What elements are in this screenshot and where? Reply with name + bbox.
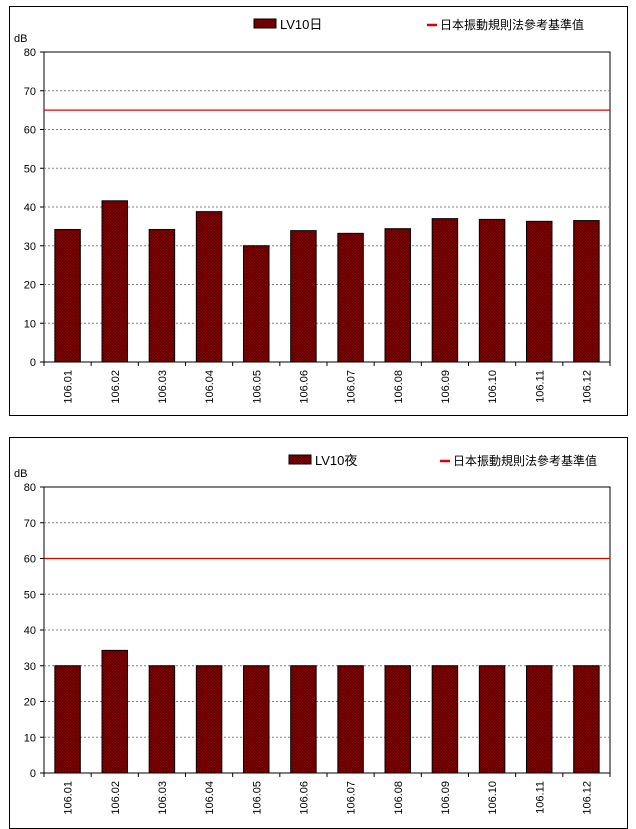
night-bar-106.02 [101,649,128,774]
day-y-tick-label: 10 [24,318,36,330]
night-bar-106.03 [148,665,176,774]
night-x-tick-label: 106.03 [157,781,169,815]
night-y-tick-label: 80 [24,482,36,494]
day-bar-106.07 [337,232,364,363]
day-bar-106.11 [526,220,553,363]
night-bar-106.08 [384,665,411,774]
day-bar-106.10 [478,218,506,363]
night-y-tick-label: 50 [24,589,36,601]
night-bar-106.05 [243,665,270,774]
night-y-tick-label: 30 [24,661,36,673]
night-x-tick-label: 106.12 [581,781,593,815]
day-legend-series-swatch [253,18,277,29]
day-legend-reference-label: 日本振動規則法參考基準值 [440,17,584,32]
night-legend-reference-label: 日本振動規則法參考基準值 [453,453,597,468]
day-x-tick-label: 106.12 [581,370,593,404]
day-y-tick-label: 30 [24,241,36,253]
day-x-tick-label: 106.01 [63,370,75,404]
night-bar-106.07 [337,665,364,774]
day-bar-106.01 [54,228,81,363]
day-x-tick-label: 106.07 [346,370,358,404]
day-y-tick-label: 20 [24,280,36,292]
night-x-tick-label: 106.08 [393,781,405,815]
night-plot-area [43,486,611,774]
night-y-tick-label: 40 [24,625,36,637]
chart-night: 0 10 20 30 40 50 60 70 80 dB 106.01 106.02 106.03 106… [14,453,611,815]
night-x-tick-label: 106.09 [440,781,452,815]
day-bar-106.02 [101,200,128,363]
day-bar-106.04 [195,211,223,363]
day-x-tick-label: 106.06 [298,370,310,404]
day-unit-label: dB [14,33,27,45]
day-legend-series-label: LV10日 [280,17,322,32]
night-x-tick-label: 106.04 [204,781,216,815]
day-y-tick-label: 50 [24,163,36,175]
day-bar-106.08 [384,228,411,363]
night-x-tick-label: 106.02 [110,781,122,815]
night-bar-106.12 [573,665,600,774]
night-legend-series-swatch [288,454,312,465]
day-y-tick-label: 0 [30,357,36,369]
chart-day: 0 10 20 30 40 50 60 70 80 dB 106.01 106.02 106.03 106… [14,17,611,404]
night-y-tick-label: 70 [24,518,36,530]
day-x-tick-label: 106.04 [204,370,216,404]
night-y-tick-label: 20 [24,697,36,709]
night-bar-106.01 [54,665,81,774]
night-x-tick-label: 106.01 [63,781,75,815]
night-y-tick-label: 0 [30,768,36,780]
night-bar-106.04 [195,665,223,774]
day-y-tick-label: 70 [24,86,36,98]
night-unit-label: dB [14,468,27,480]
day-y-tick-label: 40 [24,202,36,214]
day-x-tick-label: 106.09 [440,370,452,404]
day-x-tick-label: 106.11 [534,370,546,403]
day-bar-106.09 [431,218,459,363]
night-x-tick-label: 106.10 [487,781,499,815]
day-x-tick-label: 106.03 [157,370,169,404]
night-y-tick-label: 60 [24,554,36,566]
night-x-tick-label: 106.05 [251,781,263,815]
night-bar-106.10 [478,665,506,774]
day-x-tick-label: 106.05 [251,370,263,404]
day-plot-area [43,51,611,363]
day-bar-106.12 [573,220,600,363]
night-y-tick-label: 10 [24,732,36,744]
day-y-tick-label: 60 [24,125,36,137]
night-x-tick-label: 106.06 [298,781,310,815]
night-bar-106.11 [526,665,553,774]
day-bar-106.05 [243,245,270,363]
night-x-tick-label: 106.07 [346,781,358,815]
chart-day-panel: 0 10 20 30 40 50 60 70 80 dB 106.01 106.02 106.03 106… [9,6,628,416]
day-x-tick-label: 106.10 [487,370,499,404]
day-bar-106.06 [290,230,317,363]
chart-night-panel: 0 10 20 30 40 50 60 70 80 dB 106.01 106.02 106.03 106… [9,437,628,829]
night-x-tick-label: 106.11 [534,781,546,814]
day-bar-106.03 [148,228,176,363]
day-y-tick-label: 80 [24,47,36,59]
night-bar-106.06 [290,665,317,774]
day-x-tick-label: 106.02 [110,370,122,404]
day-x-tick-label: 106.08 [393,370,405,404]
night-legend-series-label: LV10夜 [315,453,357,468]
night-bar-106.09 [431,665,459,774]
